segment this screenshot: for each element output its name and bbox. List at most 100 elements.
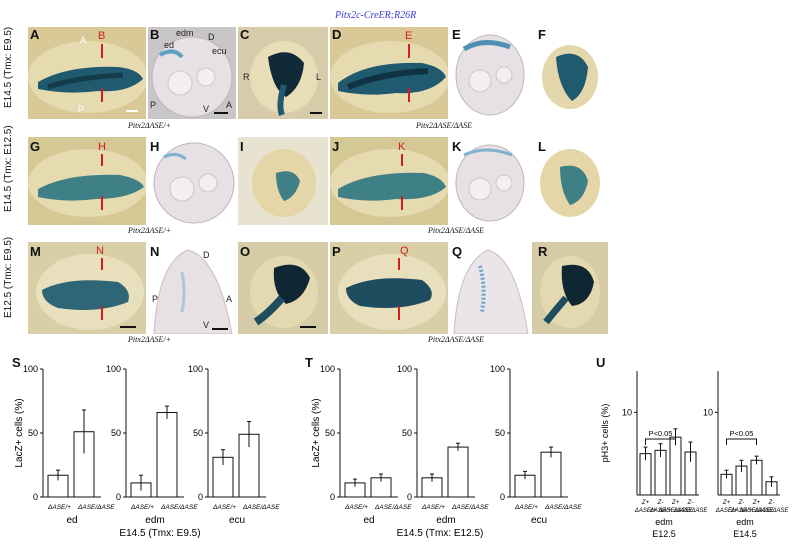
- row-label-1: E14.5 (Tmx: E9.5): [3, 26, 14, 108]
- panel-c-wholemount: [238, 27, 328, 119]
- chart-t-ylabel: LacZ+ cells (%): [311, 398, 322, 467]
- chart-u-1-stage: E14.5: [733, 529, 757, 539]
- scale-bar-n: [212, 328, 228, 330]
- section-marker-k-bottom: [401, 196, 403, 210]
- chart-t-ed-ticklabel-0: 0: [330, 492, 335, 502]
- panel-label-d: D: [332, 27, 342, 42]
- panel-e-section: [450, 27, 530, 119]
- panel-label-n: N: [150, 244, 160, 259]
- chart-u-0-bar-0: [639, 453, 652, 496]
- chart-s-ecu-ticklabel-0: 0: [198, 492, 203, 502]
- section-marker-b-label: B: [98, 30, 106, 42]
- section-marker-n-top: [101, 258, 103, 270]
- chart-s-ylabel: LacZ+ cells (%): [14, 398, 25, 467]
- section-marker-k-top: [401, 154, 403, 166]
- chart-u-1-bar-3: [765, 481, 778, 496]
- panel-label-m: M: [30, 244, 41, 259]
- panel-c-image: [238, 27, 328, 119]
- chart-t-ecu-catlabel-1: ΔASE/ΔASE: [544, 504, 582, 511]
- chart-s-caption: E14.5 (Tmx: E9.5): [119, 528, 200, 539]
- chart-t-ecu-ticklabel-50: 50: [495, 428, 505, 438]
- section-marker-q-bottom: [398, 306, 400, 320]
- panel-d-image: [330, 27, 448, 119]
- chart-u-0-catlabel-bottom-3: ΔASE/ΔASE: [673, 508, 709, 514]
- panel-label-p: P: [332, 244, 341, 259]
- chart-u-0-stage: E12.5: [652, 529, 676, 539]
- chart-s-ed-grouplabel: ed: [66, 515, 77, 526]
- panel-label-j: J: [332, 139, 340, 154]
- chart-t-ed-bar-0: [344, 482, 366, 498]
- chart-u-0-catlabel-top-2: Z+: [671, 500, 680, 506]
- panel-label-b: B: [150, 27, 160, 42]
- chart-u-ylabel: pH3+ cells (%): [600, 404, 610, 463]
- panel-k-image: [450, 137, 530, 225]
- section-marker-e-bottom: [408, 88, 410, 102]
- chart-t-ecu-catlabel-0: ΔASE/+: [514, 504, 538, 511]
- genotype-row2-het: Pitx2ΔASE/+: [128, 226, 171, 235]
- panel-label-i: I: [240, 139, 244, 154]
- panel-e-image: [450, 27, 530, 119]
- chart-u-0-catlabel-top-0: Z+: [641, 500, 650, 506]
- chart-u-1-bar-2: [750, 459, 763, 496]
- chart-u-0-sig-label: P<0.05: [649, 429, 673, 438]
- chart-s-ed-bar-0: [47, 474, 69, 498]
- chart-s-ecu-catlabel-1: ΔASE/ΔASE: [242, 504, 280, 511]
- chart-s-ecu-bar-0: [212, 456, 234, 498]
- chart-u-1-catlabel-bottom-3: ΔASE/ΔASE: [754, 508, 790, 514]
- chart-t-edm-ticklabel-0: 0: [407, 492, 412, 502]
- chart-u-0-ticklabel-10: 10: [622, 407, 632, 417]
- panel-d-wholemount: [330, 27, 448, 119]
- chart-u-1-grouplabel: edm: [736, 517, 754, 527]
- panel-p-wholemount: [330, 242, 448, 334]
- chart-u-0-sig-bracket: [645, 438, 676, 445]
- panel-label-g: G: [30, 139, 41, 154]
- label-c-r: R: [243, 72, 250, 82]
- panel-label-c: C: [240, 27, 250, 42]
- chart-u-0-bar-3: [684, 451, 697, 496]
- section-marker-h-bottom: [101, 196, 103, 210]
- genotype-row1-het: Pitx2ΔASE/+: [128, 121, 171, 130]
- chart-u-1-catlabel-top-0: Z+: [722, 500, 731, 506]
- panel-j-image: [330, 137, 448, 225]
- chart-u-0-catlabel-bottom-0: ΔASE/+: [634, 508, 657, 514]
- scale-bar-c: [310, 112, 322, 114]
- orientation-a-bottom: P: [78, 104, 85, 114]
- label-n-p: P: [152, 294, 159, 304]
- chart-t-ed-ticklabel-100: 100: [320, 364, 335, 374]
- chart-t-edm-grouplabel: edm: [436, 515, 455, 526]
- chart-t-ed-ticklabel-50: 50: [325, 428, 335, 438]
- section-marker-q-top: [398, 258, 400, 270]
- chart-t-edm-bar-0: [421, 477, 443, 498]
- panel-o-image: [238, 242, 328, 334]
- label-c-l: L: [316, 72, 322, 82]
- section-marker-q-label: Q: [400, 245, 409, 257]
- panel-a-image: [28, 27, 146, 119]
- genotype-row3-het: Pitx2ΔASE/+: [128, 335, 171, 344]
- chart-u-1-bar-0: [720, 473, 733, 496]
- panel-f-image: [532, 27, 608, 119]
- orientation-a-top: A: [80, 35, 87, 45]
- chart-t-ed-grouplabel: ed: [363, 515, 374, 526]
- figure-title: Pitx2c-CreER;R26R: [335, 10, 417, 21]
- chart-s-ecu-bar-1: [238, 433, 260, 498]
- label-b-p: P: [150, 100, 157, 110]
- panel-label-f: F: [538, 27, 546, 42]
- scale-bar-o: [300, 326, 316, 328]
- chart-t-ed-catlabel-0: ΔASE/+: [344, 504, 368, 511]
- panel-h-section: [148, 137, 236, 225]
- scale-bar-b: [214, 112, 228, 114]
- chart-t-ed-bar-1: [370, 477, 392, 498]
- scale-bar-m: [120, 326, 136, 328]
- chart-s-edm-ticklabel-50: 50: [111, 428, 121, 438]
- chart-t-ecu-ticklabel-100: 100: [490, 364, 505, 374]
- panel-n-section: [148, 242, 236, 334]
- panel-r-wholemount: [532, 242, 608, 334]
- chart-u-1-catlabel-bottom-1: ΔASE/+: [730, 508, 753, 514]
- panel-label-h: H: [150, 139, 160, 154]
- label-n-d: D: [203, 250, 210, 260]
- panel-label-t: T: [305, 355, 313, 370]
- chart-s-ed-catlabel-0: ΔASE/+: [47, 504, 71, 511]
- chart-u-0-bar-2: [669, 436, 682, 496]
- section-marker-h-label: H: [98, 141, 106, 153]
- panel-m-image: [28, 242, 146, 334]
